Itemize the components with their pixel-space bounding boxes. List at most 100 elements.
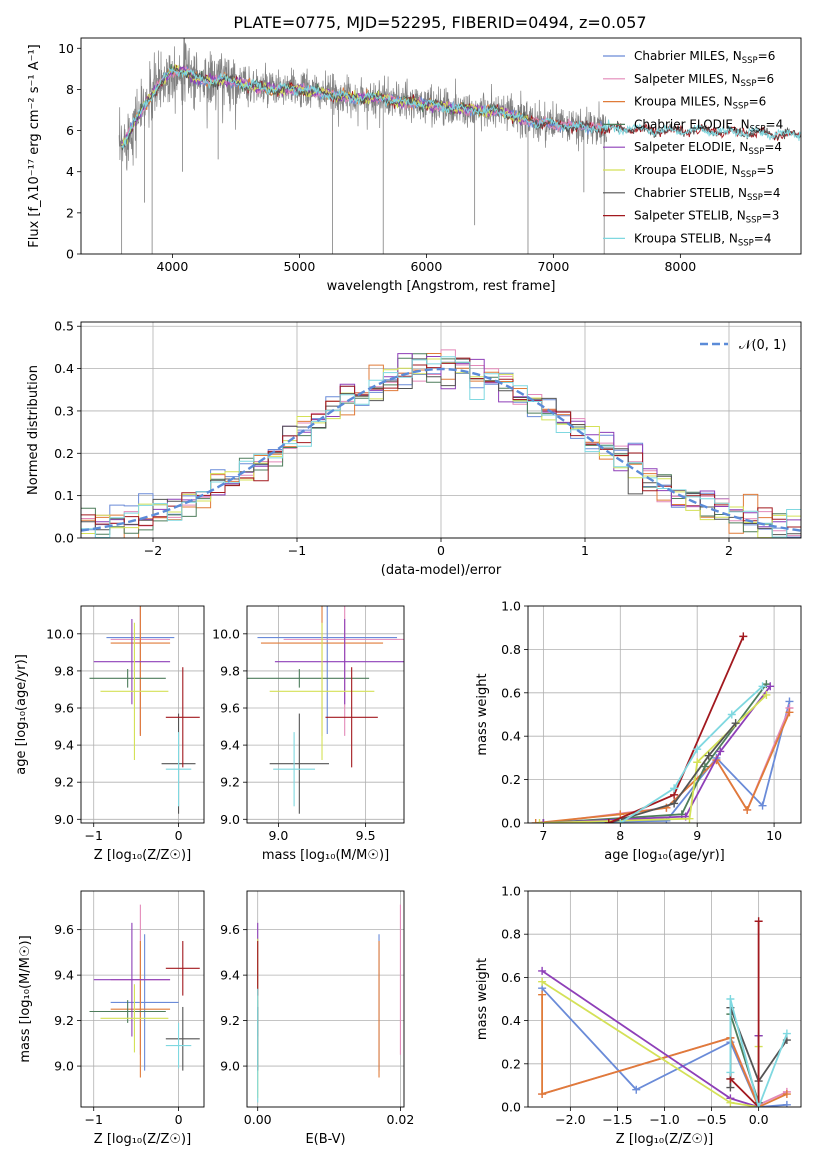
y-tick-label: 9.2 bbox=[54, 1013, 74, 1028]
legend-label: Salpeter MILES, NSSP=6 bbox=[634, 72, 774, 89]
x-tick-label: 2 bbox=[725, 543, 733, 558]
y-tick-label: 9.2 bbox=[220, 775, 240, 790]
weight-marker bbox=[726, 1083, 735, 1092]
weight-marker bbox=[782, 1100, 791, 1107]
axes-frame bbox=[246, 605, 405, 824]
x-tick-label: −2 bbox=[144, 543, 162, 558]
legend-label: Salpeter STELIB, NSSP=3 bbox=[634, 209, 779, 226]
weight-marker bbox=[616, 810, 625, 819]
legend-label: Kroupa ELODIE, NSSP=5 bbox=[634, 163, 774, 180]
x-tick-label: 0.00 bbox=[244, 1112, 272, 1127]
plot-area bbox=[89, 606, 200, 814]
y-tick-label: 0.6 bbox=[501, 970, 521, 985]
x-tick-label: −1.0 bbox=[649, 1112, 679, 1127]
weight-vs-age-panel: 7 8 9 10 0.0 0.2 0.4 0.6 0.8 1.0 age [log₁₀(age/yr… bbox=[475, 599, 802, 863]
weight-marker bbox=[785, 708, 794, 717]
x-tick-label: 0 bbox=[175, 828, 183, 843]
residuals-panel: −2 −1 0 1 2 0.0 0.1 0.2 0.3 0.4 0.5 (data-model)/er… bbox=[26, 319, 802, 578]
x-axis-label: wavelength [Angstrom, rest frame] bbox=[327, 279, 556, 294]
y-tick-label: 0.0 bbox=[501, 1100, 521, 1115]
y-tick-label: 0.8 bbox=[501, 642, 521, 657]
y-tick-label: 9.0 bbox=[220, 812, 240, 827]
weight-marker bbox=[535, 819, 544, 823]
x-tick-label: −2.0 bbox=[555, 1112, 585, 1127]
legend: Chabrier MILES, NSSP=6 Salpeter MILES, NS… bbox=[603, 49, 783, 248]
mass-vs-ebv-panel: 0.00 0.02 9.0 9.2 9.4 9.6 E(B-V) bbox=[220, 890, 415, 1147]
x-tick-label: 4000 bbox=[157, 259, 189, 274]
y-tick-label: 10 bbox=[58, 41, 74, 56]
y-tick-label: 10.0 bbox=[46, 626, 74, 641]
weight-marker bbox=[782, 1029, 791, 1038]
y-tick-label: 0.0 bbox=[501, 816, 521, 831]
y-tick-label: 0.6 bbox=[501, 685, 521, 700]
weight-marker bbox=[604, 819, 613, 823]
plot-area bbox=[257, 904, 401, 1103]
x-tick-label: −1.5 bbox=[602, 1112, 632, 1127]
axes-frame bbox=[246, 890, 405, 1108]
x-tick-label: 9.5 bbox=[356, 828, 376, 843]
y-tick-label: 8 bbox=[66, 82, 74, 97]
weight-marker bbox=[716, 747, 725, 756]
legend-label: 𝒩(0, 1) bbox=[739, 338, 786, 353]
plot-area bbox=[81, 349, 801, 538]
y-tick-label: 9.8 bbox=[54, 663, 74, 678]
x-tick-label: 5000 bbox=[284, 259, 316, 274]
plot-area bbox=[531, 632, 794, 823]
weight-marker bbox=[693, 758, 702, 767]
axes-frame bbox=[80, 890, 205, 1108]
weight-marker bbox=[758, 682, 767, 691]
observed-spectrum-line bbox=[118, 38, 607, 171]
residual-histogram bbox=[81, 356, 801, 538]
y-tick-label: 9.6 bbox=[54, 701, 74, 716]
weight-marker bbox=[726, 1098, 735, 1107]
weight-marker bbox=[704, 751, 713, 760]
y-tick-label: 0 bbox=[66, 247, 74, 262]
weight-marker bbox=[700, 762, 709, 771]
x-axis-label: E(B-V) bbox=[305, 1132, 345, 1147]
y-tick-label: 9.8 bbox=[220, 663, 240, 678]
weight-line bbox=[608, 722, 737, 823]
weight-line bbox=[535, 711, 791, 823]
plot-area bbox=[538, 917, 791, 1107]
weight-marker bbox=[693, 745, 702, 754]
y-tick-label: 9.6 bbox=[220, 701, 240, 716]
age-vs-metallicity-panel: −1 0 9.0 9.2 9.4 9.6 9.8 10.0 Z [log₁₀(Z/Z☉)] age… bbox=[14, 605, 205, 863]
age-vs-mass-panel: 9.0 9.5 9.0 9.2 9.4 9.6 9.8 10.0 mass [log₁₀(M/M… bbox=[212, 605, 405, 863]
weight-marker bbox=[727, 710, 736, 719]
x-axis-label: Z [log₁₀(Z/Z☉)] bbox=[94, 848, 191, 863]
y-tick-label: 1.0 bbox=[501, 599, 521, 614]
x-axis-label: Z [log₁₀(Z/Z☉)] bbox=[616, 1132, 713, 1147]
y-tick-label: 0.4 bbox=[501, 1013, 521, 1028]
weight-marker bbox=[726, 1068, 735, 1077]
x-tick-label: 0 bbox=[175, 1112, 183, 1127]
weight-marker bbox=[758, 801, 767, 810]
weight-vs-metallicity-panel: −2.0 −1.5 −1.0 −0.5 0.0 0.0 0.2 0.4 0.6 0.8 1.0 Z [… bbox=[475, 884, 802, 1147]
plot-area bbox=[247, 606, 404, 814]
y-tick-label: 6 bbox=[66, 123, 74, 138]
legend-label: Chabrier MILES, NSSP=6 bbox=[634, 49, 775, 66]
y-tick-label: 0.0 bbox=[54, 531, 74, 546]
y-tick-label: 9.0 bbox=[54, 1059, 74, 1074]
weight-marker bbox=[538, 977, 547, 986]
y-tick-label: 0.2 bbox=[54, 446, 74, 461]
weight-marker bbox=[766, 682, 775, 691]
weight-marker bbox=[539, 819, 548, 823]
plot-area bbox=[89, 904, 200, 1078]
x-tick-label: 9.0 bbox=[268, 828, 288, 843]
y-axis-label: age [log₁₀(age/yr)] bbox=[14, 654, 29, 775]
x-tick-label: 10 bbox=[766, 828, 782, 843]
y-tick-label: 9.0 bbox=[220, 1059, 240, 1074]
y-tick-label: 0.4 bbox=[501, 729, 521, 744]
weight-marker bbox=[731, 719, 740, 728]
plot-area bbox=[118, 38, 801, 254]
mass-vs-metallicity-panel: −1 0 9.0 9.2 9.4 9.6 Z [log₁₀(Z/Z☉)] mass [log₁… bbox=[18, 890, 205, 1147]
weight-marker bbox=[616, 819, 625, 823]
axes-frame bbox=[527, 605, 802, 824]
y-tick-label: 1.0 bbox=[501, 884, 521, 899]
x-tick-label: 0.02 bbox=[387, 1112, 415, 1127]
y-tick-label: 9.6 bbox=[220, 922, 240, 937]
y-axis-label: Normed distribution bbox=[26, 365, 41, 495]
y-tick-label: 9.2 bbox=[220, 1013, 240, 1028]
y-tick-label: 9.0 bbox=[54, 812, 74, 827]
y-tick-label: 0.1 bbox=[54, 488, 74, 503]
